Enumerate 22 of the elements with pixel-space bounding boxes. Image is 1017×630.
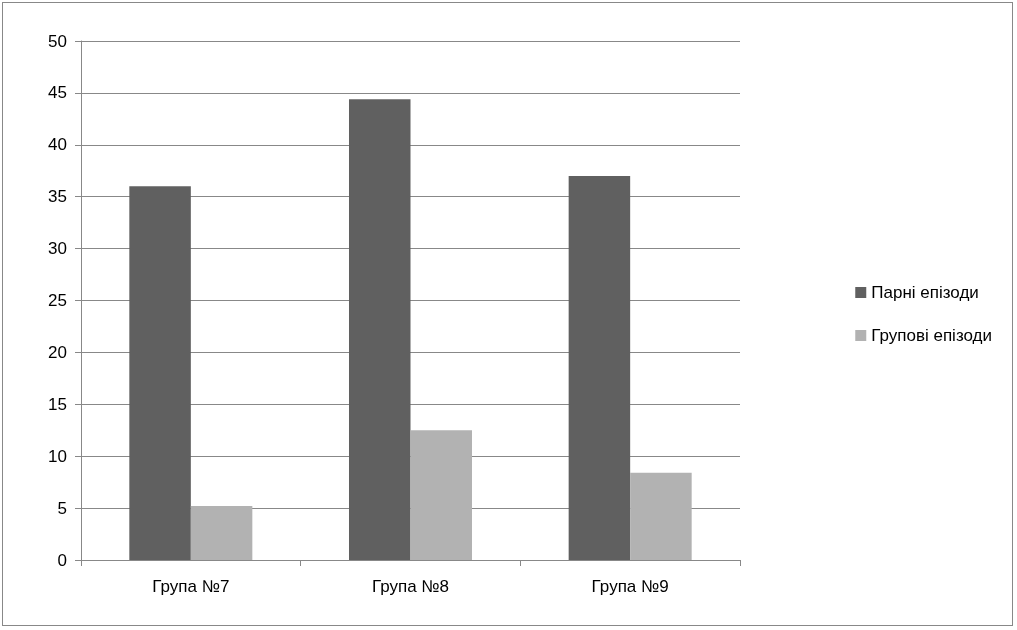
x-tick-label: Група №7 xyxy=(152,577,230,596)
y-tick-label: 50 xyxy=(48,31,67,51)
legend-label: Групові епізоди xyxy=(871,326,993,345)
y-tick-label: 30 xyxy=(48,239,67,259)
y-tick-label: 10 xyxy=(48,446,67,466)
x-tick-label: Група №9 xyxy=(591,577,669,596)
bar xyxy=(129,186,191,560)
y-tick-label: 25 xyxy=(48,291,67,310)
y-tick-label: 35 xyxy=(48,187,67,207)
x-tick-label: Група №8 xyxy=(371,577,450,596)
y-tick-label: 5 xyxy=(57,498,67,518)
y-tick-label: 40 xyxy=(48,135,67,155)
bar xyxy=(630,472,692,560)
legend-label: Парні епізоди xyxy=(871,283,979,302)
bar xyxy=(190,506,253,560)
bar xyxy=(410,430,473,560)
y-tick-label: 20 xyxy=(48,342,67,362)
y-tick-label: 15 xyxy=(48,394,67,414)
bar xyxy=(568,175,631,560)
y-tick-label: 0 xyxy=(57,550,67,570)
y-tick-label: 45 xyxy=(48,83,67,103)
bar xyxy=(348,99,411,560)
